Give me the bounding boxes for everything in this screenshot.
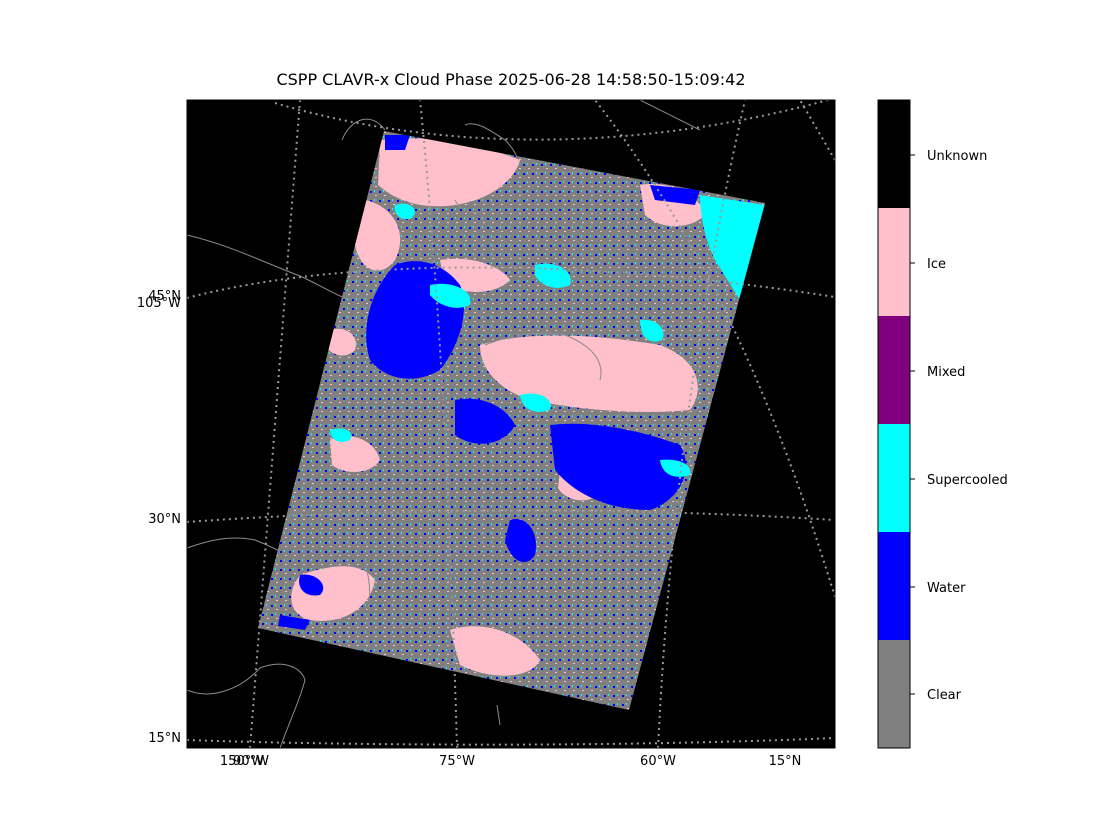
plot-title: CSPP CLAVR-x Cloud Phase 2025-06-28 14:5… bbox=[276, 70, 746, 89]
colorbar-segment-unknown bbox=[878, 100, 910, 208]
colorbar-segment-mixed bbox=[878, 316, 910, 424]
colorbar-frame bbox=[877, 99, 911, 749]
graticule bbox=[187, 100, 835, 748]
lat-label-30n: 30°N bbox=[148, 512, 181, 527]
coastlines bbox=[187, 100, 701, 748]
lon-label-105w: 105°W bbox=[137, 296, 181, 311]
colorbar-label-unknown: Unknown bbox=[927, 149, 987, 164]
supercooled-regions bbox=[330, 195, 765, 477]
lat-label-15n: 15°N bbox=[148, 731, 181, 746]
colorbar: Unknown Ice Mixed Supercooled Water Clea… bbox=[877, 99, 1008, 749]
colorbar-label-clear: Clear bbox=[927, 688, 962, 703]
lon-label-75w: 75°W bbox=[439, 754, 475, 769]
colorbar-label-ice: Ice bbox=[927, 257, 946, 272]
lat-label-45n: 45°N bbox=[148, 289, 181, 304]
inland-boundaries bbox=[364, 199, 602, 611]
colorbar-label-mixed: Mixed bbox=[927, 365, 965, 380]
colorbar-segment-ice bbox=[878, 208, 910, 316]
lon-label-150w: 150°W bbox=[220, 754, 264, 769]
colorbar-segment-water bbox=[878, 532, 910, 640]
lon-label-90w: 90°W bbox=[233, 754, 269, 769]
lon-label-15n-bottom: 15°N bbox=[769, 754, 802, 769]
colorbar-segment-clear bbox=[878, 640, 910, 748]
map-frame bbox=[186, 99, 836, 749]
lon-label-60w: 60°W bbox=[640, 754, 676, 769]
colorbar-segment-supercooled bbox=[878, 424, 910, 532]
colorbar-label-water: Water bbox=[927, 581, 966, 596]
colorbar-label-supercooled: Supercooled bbox=[927, 473, 1008, 488]
